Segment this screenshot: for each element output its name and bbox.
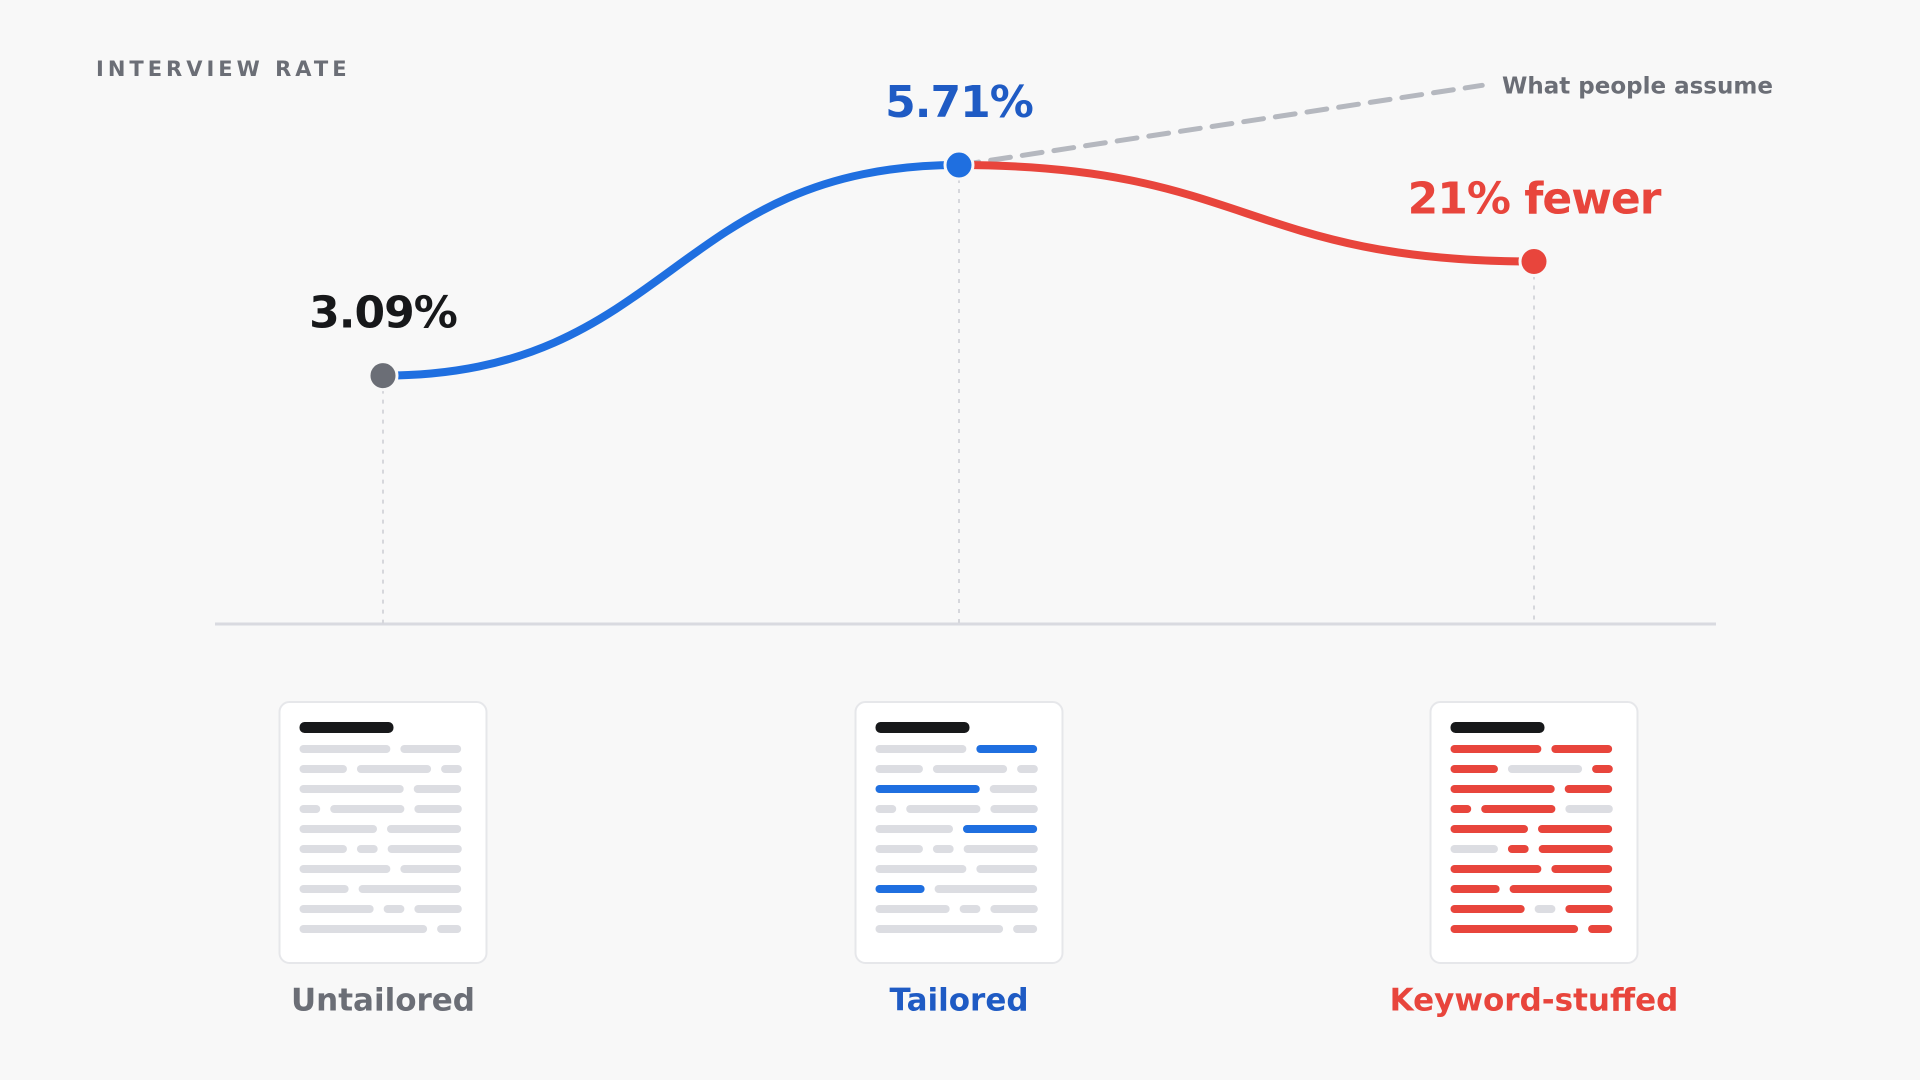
document-line xyxy=(299,885,349,893)
document-line xyxy=(1450,785,1555,793)
document-line xyxy=(1450,805,1472,813)
document-line xyxy=(875,745,967,753)
document-line xyxy=(1565,805,1613,813)
document-line xyxy=(875,765,923,773)
document-line xyxy=(963,825,1038,833)
document-line xyxy=(356,845,378,853)
assumption-label: What people assume xyxy=(1502,74,1773,100)
document-line xyxy=(299,845,347,853)
document-icon xyxy=(1429,701,1639,964)
document-line xyxy=(906,805,981,813)
document-line xyxy=(1481,805,1556,813)
line-segment xyxy=(379,161,963,380)
data-point xyxy=(1518,246,1550,278)
document-line xyxy=(299,905,374,913)
value-label: 3.09% xyxy=(309,288,457,339)
assumption-line xyxy=(956,82,1485,168)
document-line xyxy=(299,825,377,833)
document-heading xyxy=(1450,722,1545,733)
document-line xyxy=(413,785,462,793)
document-line xyxy=(963,845,1038,853)
document-line xyxy=(414,805,462,813)
document-icon xyxy=(278,701,488,964)
document-line xyxy=(387,845,462,853)
document-line xyxy=(1551,745,1613,753)
document-line xyxy=(990,805,1038,813)
category-label: Tailored xyxy=(889,983,1028,1019)
document-line xyxy=(875,785,980,793)
document-line xyxy=(1564,785,1613,793)
document-line xyxy=(1509,885,1613,893)
document-line xyxy=(875,865,967,873)
document-line xyxy=(441,765,462,773)
document-line xyxy=(299,785,404,793)
document-line xyxy=(387,825,462,833)
document-line xyxy=(1538,845,1613,853)
document-line xyxy=(299,765,347,773)
document-line xyxy=(875,825,953,833)
document-line xyxy=(299,805,321,813)
document-line xyxy=(976,865,1038,873)
document-line xyxy=(383,905,405,913)
document-line xyxy=(299,745,391,753)
document-line xyxy=(1450,845,1498,853)
document-line xyxy=(1450,885,1500,893)
document-line xyxy=(330,805,405,813)
document-line xyxy=(932,765,1008,773)
document-line xyxy=(875,925,1004,933)
document-line xyxy=(414,905,462,913)
data-point xyxy=(943,149,975,181)
document-line xyxy=(400,865,462,873)
document-line xyxy=(1507,765,1583,773)
document-line xyxy=(1450,765,1498,773)
document-line xyxy=(875,845,923,853)
document-line xyxy=(1551,865,1613,873)
document-line xyxy=(358,885,462,893)
document-line xyxy=(1017,765,1038,773)
category-label: Keyword-stuffed xyxy=(1390,983,1679,1019)
document-line xyxy=(875,805,897,813)
document-line xyxy=(1588,925,1613,933)
document-line xyxy=(1450,865,1542,873)
document-line xyxy=(989,785,1038,793)
category-label: Untailored xyxy=(291,983,475,1019)
document-line xyxy=(1592,765,1613,773)
document-line xyxy=(959,905,981,913)
document-line xyxy=(1013,925,1038,933)
document-line xyxy=(1534,905,1556,913)
document-line xyxy=(875,905,950,913)
document-line xyxy=(1450,925,1579,933)
document-line xyxy=(875,885,925,893)
document-heading xyxy=(875,722,970,733)
value-label: 5.71% xyxy=(885,77,1033,128)
value-label: 21% fewer xyxy=(1408,174,1662,225)
document-line xyxy=(1450,825,1528,833)
document-line xyxy=(990,905,1038,913)
document-line xyxy=(934,885,1038,893)
document-line xyxy=(976,745,1038,753)
document-line xyxy=(1450,745,1542,753)
document-line xyxy=(437,925,462,933)
document-line xyxy=(1507,845,1529,853)
document-line xyxy=(932,845,954,853)
document-icon xyxy=(854,701,1064,964)
document-line xyxy=(1565,905,1613,913)
document-line xyxy=(1538,825,1613,833)
document-line xyxy=(1450,905,1525,913)
document-line xyxy=(356,765,432,773)
data-point xyxy=(367,360,399,392)
chart-title: INTERVIEW RATE xyxy=(96,57,351,81)
document-line xyxy=(400,745,462,753)
document-heading xyxy=(299,722,394,733)
document-line xyxy=(299,925,428,933)
document-line xyxy=(299,865,391,873)
line-segment xyxy=(955,161,1538,266)
